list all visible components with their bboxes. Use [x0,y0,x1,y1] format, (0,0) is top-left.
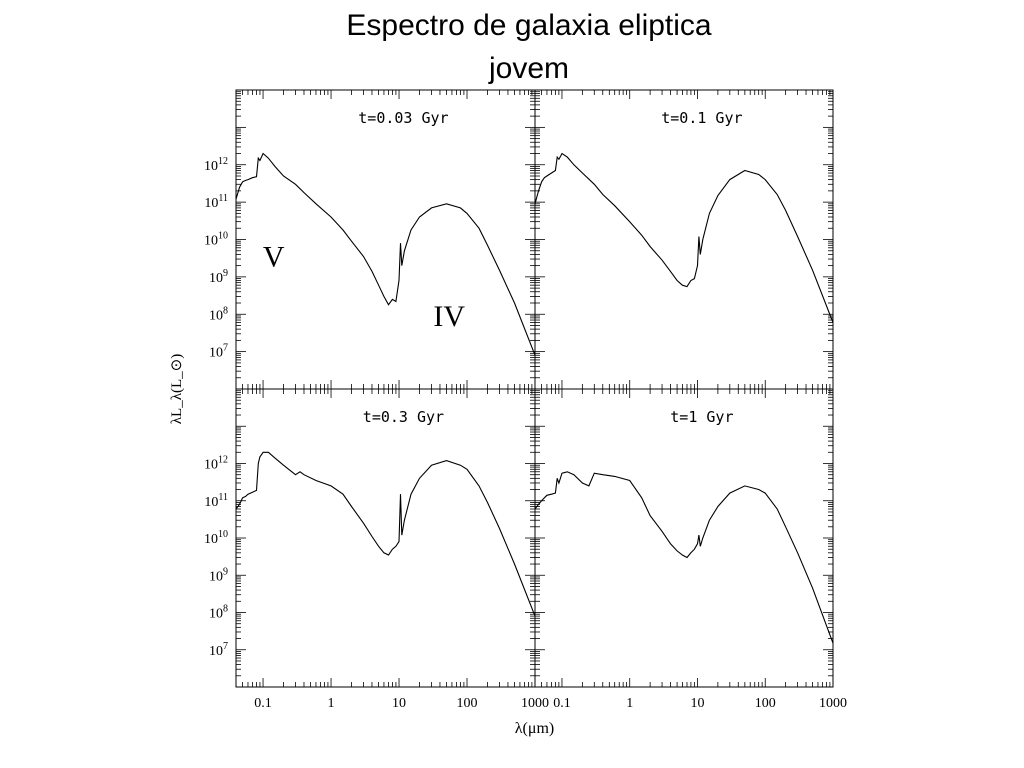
panel-frame [534,89,834,390]
panel-label: t=0.03 Gyr [358,109,448,127]
spectrum-line [235,451,536,617]
panel-0: t=0.03 Gyr [235,89,536,390]
y-axis-title: λL_λ(L_⊙) [169,354,185,424]
x-tick-label: 10 [690,696,704,711]
slide-title-line2: jovem [488,52,570,85]
panel-2: t=0.3 Gyr [235,388,536,688]
annotation-iv: IV [433,300,465,333]
y-tick-label: 1010 [204,529,228,547]
x-axis-title: λ(μm) [515,720,554,737]
spectrum-line [534,471,834,644]
x-tick-label: 0.1 [254,696,272,711]
y-tick-label: 1012 [204,455,228,473]
x-tick-label: 100 [755,696,776,711]
panel-label: t=1 Gyr [670,408,733,426]
spectrum-line [534,152,834,323]
y-tick-label: 1012 [204,156,228,174]
panel-1: t=0.1 Gyr [534,89,834,390]
panel-3: t=1 Gyr [534,388,834,688]
y-tick-label: 109 [209,566,228,584]
x-tick-label: 100 [457,696,478,711]
x-tick-label: 1000 [521,696,549,711]
x-tick-label: 10 [392,696,406,711]
x-tick-label: 1000 [819,696,847,711]
annotation-v: V [263,240,285,273]
y-tick-label: 1011 [204,492,228,510]
y-tick-label: 108 [209,604,228,622]
spectrum-line [235,152,536,356]
y-tick-label: 109 [209,268,228,286]
y-tick-label: 107 [209,641,228,659]
y-tick-label: 1011 [204,193,228,211]
y-tick-label: 107 [209,343,228,361]
x-tick-label: 0.1 [553,696,571,711]
panel-frame [534,388,834,688]
y-tick-label: 108 [209,305,228,323]
y-tick-label: 1010 [204,231,228,249]
panel-label: t=0.3 Gyr [363,408,444,426]
panel-label: t=0.1 Gyr [661,109,742,127]
panel-frame [235,388,536,688]
x-tick-label: 1 [328,696,335,711]
x-tick-label: 1 [626,696,633,711]
slide-title-line1: Espectro de galaxia eliptica [346,9,712,42]
